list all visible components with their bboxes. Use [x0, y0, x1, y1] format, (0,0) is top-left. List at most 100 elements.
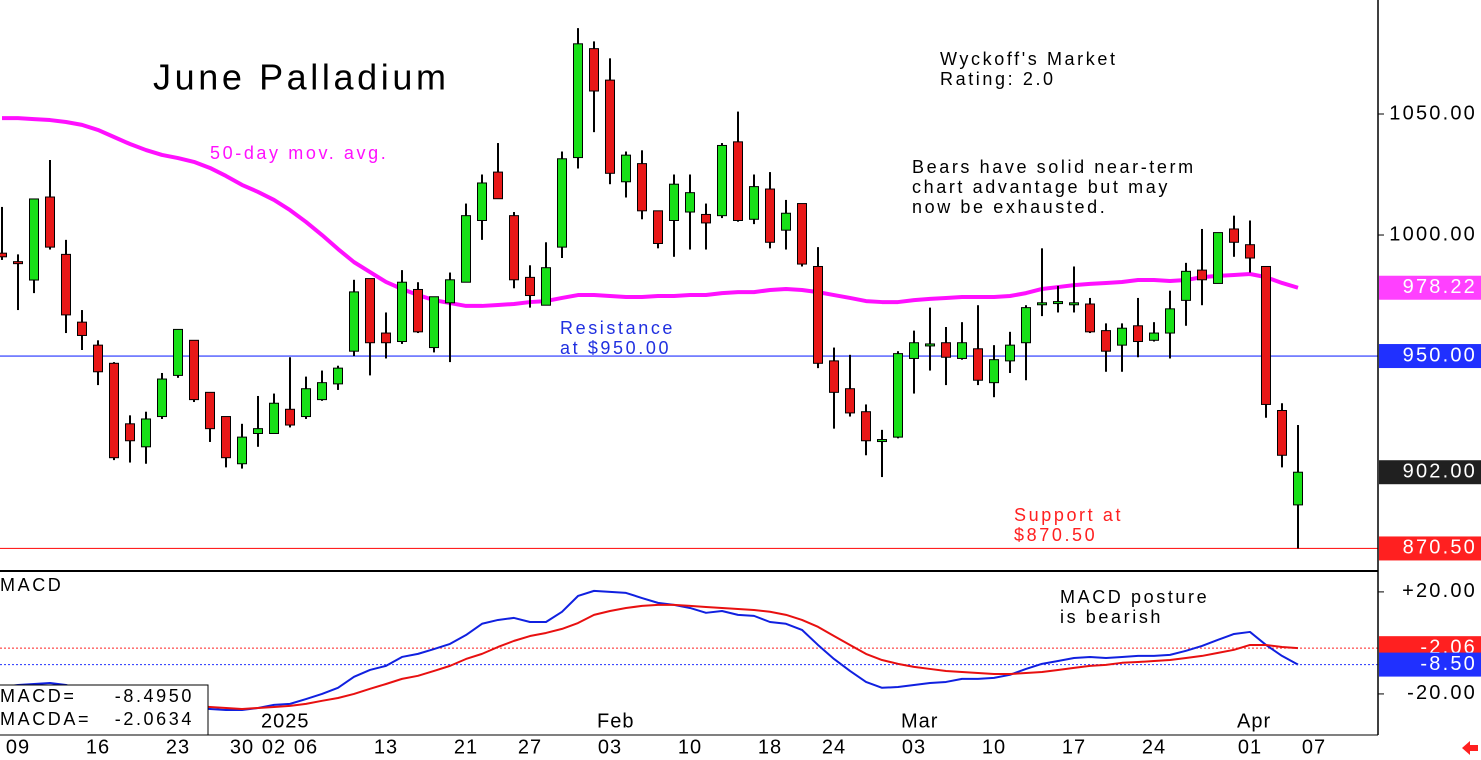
- resistance-label: Resistance: [560, 318, 675, 338]
- x-tick-label: 18: [758, 736, 782, 758]
- candle-body: [0, 252, 7, 258]
- series-line: [1, 589, 1299, 712]
- back-layer: [0, 355, 1378, 666]
- candle-body: [413, 288, 423, 333]
- candle-body: [893, 353, 903, 438]
- x-tick-label: 03: [598, 736, 622, 758]
- candle-body: [1277, 409, 1287, 456]
- readout-value: -2.0634: [115, 709, 194, 729]
- ma-label: 50-day mov. avg.: [210, 143, 388, 163]
- x-tick-label: 21: [454, 736, 478, 758]
- candle-body: [93, 344, 103, 373]
- rating-note: Wyckoff's Market: [940, 49, 1118, 69]
- candle-body: [493, 171, 503, 200]
- comment: now be exhausted.: [912, 197, 1107, 217]
- series-line: [2, 116, 1299, 308]
- support-label: Support at: [1014, 505, 1123, 525]
- candle-body: [1021, 307, 1031, 344]
- candle-body: [509, 215, 519, 281]
- candle-body: [141, 418, 151, 448]
- candle-body: [1245, 244, 1255, 259]
- x-tick-label: 23: [166, 736, 190, 758]
- candle-body: [733, 141, 743, 221]
- candle-body: [909, 342, 919, 359]
- candle-body: [845, 388, 855, 414]
- candle-body: [301, 388, 311, 418]
- candle-body: [61, 253, 71, 316]
- candle-body: [1005, 344, 1015, 362]
- candle-body: [13, 261, 23, 265]
- x-tick-label: 30: [230, 736, 254, 758]
- candle-body: [205, 391, 215, 430]
- candle-body: [765, 188, 775, 243]
- candle-body: [1229, 228, 1239, 243]
- candle-body: [781, 212, 791, 231]
- candle-body: [973, 348, 983, 381]
- x-tick-label: 10: [678, 736, 702, 758]
- x-tick-label: 06: [294, 736, 318, 758]
- month-label: Apr: [1237, 710, 1271, 732]
- candle-body: [477, 182, 487, 221]
- x-tick-label: 01: [1238, 736, 1262, 758]
- candle-body: [749, 186, 759, 220]
- readout-value: -8.4950: [115, 686, 194, 706]
- readout-box: [0, 684, 209, 736]
- x-tick-label: 17: [1062, 736, 1086, 758]
- candle-body: [813, 265, 823, 364]
- candle-body: [797, 203, 807, 265]
- x-tick-label: 10: [982, 736, 1006, 758]
- price-box-label: -8.50: [1420, 653, 1477, 675]
- readout-label: MACDA=: [0, 709, 91, 729]
- rating-note: Rating: 2.0: [940, 69, 1056, 89]
- series-line: [1, 603, 1299, 710]
- candle-body: [109, 362, 119, 459]
- candle-body: [829, 360, 839, 393]
- candle-body: [1085, 303, 1095, 333]
- x-tick-label: 24: [1142, 736, 1166, 758]
- candle-body: [381, 332, 391, 344]
- candle-body: [333, 367, 343, 385]
- candle-body: [589, 48, 599, 92]
- candle-body: [685, 192, 695, 213]
- candle-body: [1149, 332, 1159, 341]
- candle-body: [157, 378, 167, 418]
- candle-body: [173, 328, 183, 376]
- candle-body: [637, 163, 647, 212]
- candle-body: [45, 196, 55, 248]
- candle-body: [861, 411, 871, 442]
- mark-layer: [0, 28, 1303, 712]
- candle-body: [1101, 330, 1111, 352]
- macd-comment: is bearish: [1060, 607, 1163, 627]
- month-label: Mar: [901, 710, 938, 732]
- candle-body: [701, 213, 711, 224]
- candle-body: [1165, 308, 1175, 334]
- panel-label: MACD: [0, 575, 63, 595]
- candle-body: [541, 267, 551, 306]
- candle-body: [285, 408, 295, 426]
- x-tick-label: 24: [822, 736, 846, 758]
- candle-body: [877, 439, 887, 443]
- candle-body: [1181, 270, 1191, 301]
- candle-body: [717, 144, 727, 217]
- x-tick-label: 07: [1302, 736, 1326, 758]
- x-tick-label: 27: [518, 736, 542, 758]
- y-tick-label: 1000.00: [1389, 223, 1477, 245]
- candle-body: [957, 342, 967, 359]
- candle-body: [925, 343, 935, 347]
- x-tick-label: 16: [86, 736, 110, 758]
- candle-body: [1053, 301, 1063, 305]
- candle-body: [125, 423, 135, 442]
- candle-body: [1293, 471, 1303, 506]
- candle-body: [989, 359, 999, 384]
- y-tick-label: +20.00: [1402, 580, 1477, 602]
- y-tick-label: -20.00: [1407, 682, 1477, 704]
- support-label: $870.50: [1014, 525, 1097, 545]
- candle-body: [941, 342, 951, 358]
- candle-body: [621, 154, 631, 183]
- candle-body: [1213, 232, 1223, 284]
- price-box: [1379, 536, 1481, 561]
- price-box: [1379, 275, 1481, 300]
